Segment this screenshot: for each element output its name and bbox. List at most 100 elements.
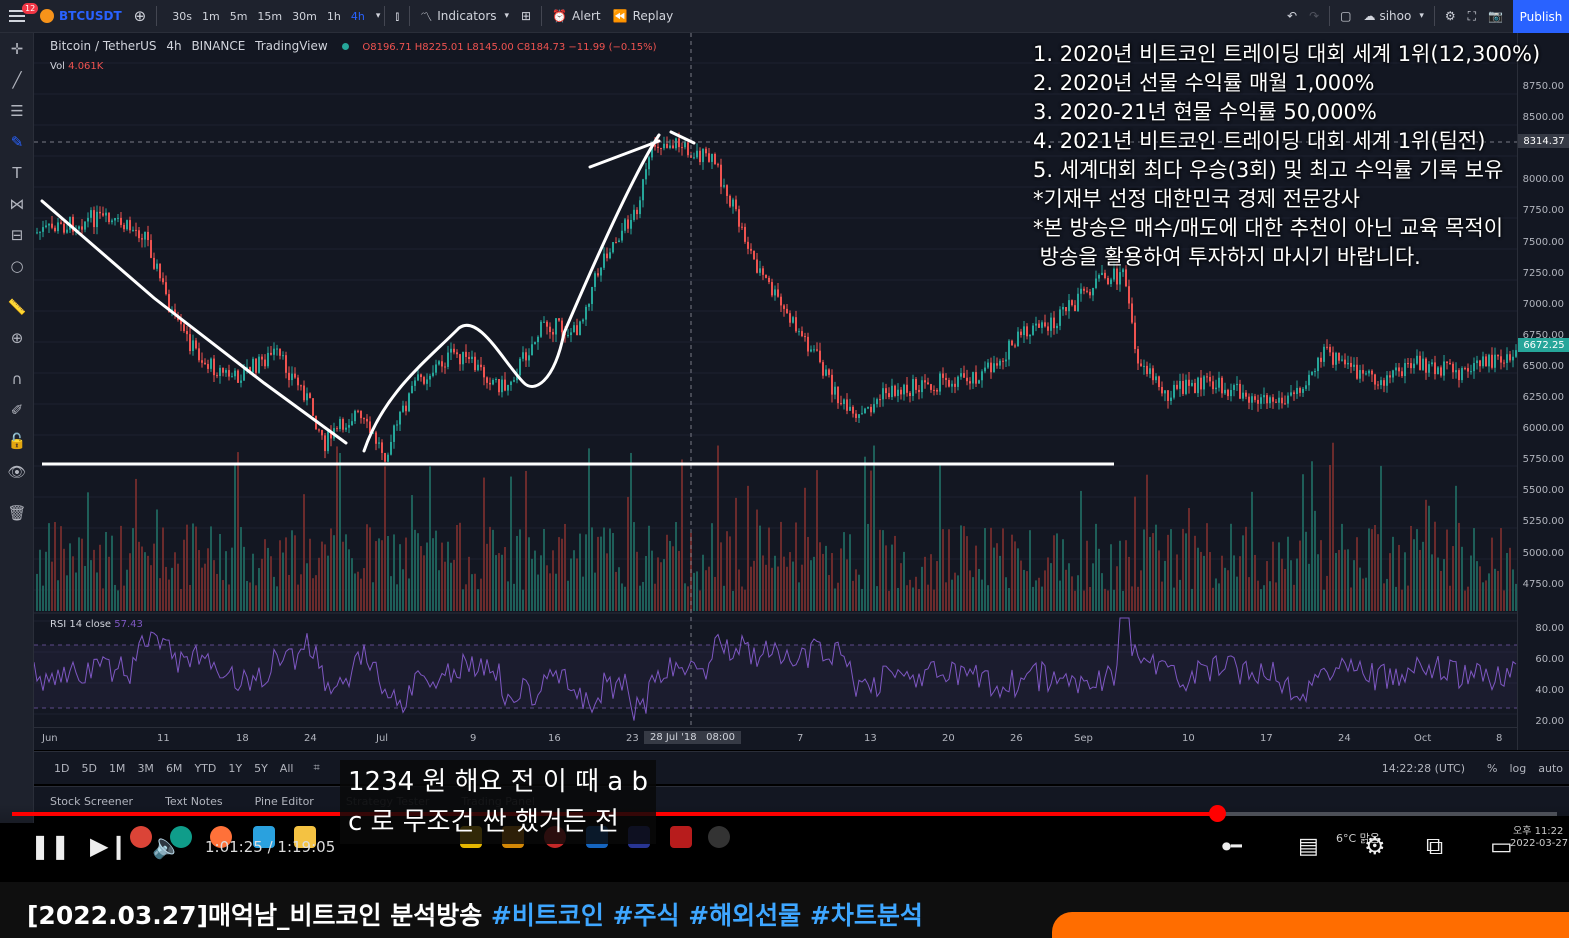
clock[interactable]: 14:22:28 (UTC) — [1381, 761, 1465, 775]
fib-tool[interactable]: ☰ — [0, 95, 34, 126]
candle-body — [852, 406, 854, 414]
interval-30m[interactable]: 30m — [292, 9, 317, 23]
candle-body — [1311, 371, 1313, 375]
publish-button[interactable]: Publish — [1513, 0, 1569, 33]
candle-body — [453, 348, 455, 353]
candle-body — [1314, 371, 1316, 373]
candle-body — [300, 385, 302, 387]
volume-bar — [1515, 583, 1517, 611]
snapshot-button[interactable]: 📷 — [1482, 0, 1509, 33]
compare-button[interactable]: ⊕ — [128, 0, 153, 33]
volume-bar — [324, 544, 326, 611]
price-scale[interactable]: 8750.00 8500.00 8000.00 7750.00 7500.00 7250.… — [1517, 33, 1569, 750]
prediction-tool[interactable]: ⊟ — [0, 219, 34, 250]
volume-bar — [327, 555, 329, 611]
magnet-tool[interactable]: ∩ — [0, 363, 34, 394]
autoplay-toggle[interactable]: ⏺━ — [1222, 836, 1242, 857]
candle-body — [282, 355, 284, 357]
volume-button[interactable]: 🔈 — [152, 832, 182, 860]
range-5d[interactable]: 5D — [81, 761, 97, 775]
hashtag[interactable]: #비트코인 — [490, 901, 613, 930]
lock-tool[interactable]: 🔓 — [0, 425, 34, 456]
range-1m[interactable]: 1M — [108, 761, 126, 775]
pattern-tool[interactable]: ⋈ — [0, 188, 34, 219]
subscribe-banner[interactable] — [1052, 912, 1569, 938]
trendline-tool[interactable]: ╱ — [0, 64, 34, 95]
user-menu[interactable]: ☁ sihoo ▾ — [1357, 0, 1429, 33]
range-ytd[interactable]: YTD — [194, 761, 217, 775]
redo-button[interactable]: ↷ — [1303, 0, 1325, 33]
theater-button[interactable]: ▭ — [1490, 832, 1513, 860]
volume-bar — [897, 587, 899, 611]
range-5y[interactable]: 5Y — [254, 761, 268, 775]
interval-4h[interactable]: 4h — [350, 9, 365, 23]
volume-bar — [612, 533, 614, 611]
range-all[interactable]: All — [279, 761, 294, 775]
candle-body — [1194, 382, 1196, 394]
interval-30s[interactable]: 30s — [172, 9, 192, 23]
fullscreen-rect-button[interactable]: ▢ — [1334, 0, 1357, 33]
range-3m[interactable]: 3M — [137, 761, 154, 775]
candle-body — [987, 362, 989, 368]
volume-bar — [1155, 524, 1157, 611]
delete-tool[interactable]: 🗑 — [0, 497, 34, 528]
candle-body — [1020, 331, 1022, 336]
range-6m[interactable]: 6M — [165, 761, 183, 775]
shape-tool[interactable]: ○ — [0, 250, 34, 281]
interval-1h[interactable]: 1h — [326, 9, 341, 23]
hashtag[interactable]: #주식 — [612, 901, 689, 930]
goto-date-icon[interactable]: ⌗ — [313, 761, 320, 774]
crosshair-tool[interactable]: ✛ — [0, 33, 34, 64]
layout-button[interactable]: ⊞ — [515, 0, 537, 33]
range-1d[interactable]: 1D — [54, 761, 70, 775]
chevron-down-icon[interactable]: ▾ — [375, 11, 381, 21]
pattern-icon: ⋈ — [9, 194, 25, 213]
candle-body — [1236, 383, 1238, 386]
chart-type-button[interactable]: ⫾ — [389, 0, 405, 33]
hashtag[interactable]: #차트분석 — [809, 901, 923, 930]
volume-bar — [264, 539, 266, 611]
interval-1m[interactable]: 1m — [201, 9, 220, 23]
interval-5m[interactable]: 5m — [229, 9, 248, 23]
settings-gear-icon[interactable]: ⚙ — [1364, 832, 1386, 860]
hashtag[interactable]: #해외선물 — [688, 901, 810, 930]
candle-body — [534, 342, 536, 345]
text-tool[interactable]: T — [0, 157, 34, 188]
replay-button[interactable]: ⏪ Replay — [607, 0, 680, 33]
range-1y[interactable]: 1Y — [228, 761, 243, 775]
symbol-search[interactable]: BTCUSDT — [34, 0, 128, 33]
time-axis[interactable]: Jun 11 18 24 Jul 9 16 23 7 13 20 26 Sep 10 17 24 Oct 8 28 … — [34, 727, 1517, 749]
measure-tool[interactable]: 📏 — [0, 291, 34, 322]
user-name: sihoo — [1379, 9, 1412, 23]
interval-15m[interactable]: 15m — [257, 9, 283, 23]
alert-button[interactable]: ⏰ Alert — [546, 0, 607, 33]
settings-button[interactable]: ⚙ — [1439, 0, 1462, 33]
log-toggle[interactable]: log — [1509, 761, 1527, 775]
fullscreen-button[interactable]: ⛶ — [1462, 0, 1482, 33]
candle-body — [1503, 362, 1505, 364]
volume-bar — [1425, 499, 1427, 611]
stay-drawing-tool[interactable]: ✐ — [0, 394, 34, 425]
volume-bar — [870, 470, 872, 611]
indicators-button[interactable]: 〽 Indicators ▾ — [414, 0, 515, 33]
menu-button[interactable]: 12 — [0, 0, 39, 33]
candle-body — [243, 368, 245, 381]
candle-body — [93, 210, 95, 228]
hide-tool[interactable]: 👁 — [0, 456, 34, 487]
time-tick: Oct — [1414, 733, 1432, 744]
miniplayer-button[interactable]: ⧉ — [1426, 832, 1444, 860]
next-button[interactable]: ▶❙ — [90, 832, 129, 860]
chart-pane[interactable] — [34, 33, 1517, 750]
pause-button[interactable]: ❚❚ — [30, 832, 71, 860]
brush-tool[interactable]: ✎ — [0, 126, 34, 157]
candle-body — [66, 229, 68, 233]
scrubber-handle[interactable] — [1209, 805, 1227, 822]
auto-toggle[interactable]: auto — [1538, 761, 1563, 775]
chart-canvas[interactable] — [34, 33, 1517, 750]
subtitles-button[interactable]: ▤ — [1298, 834, 1319, 859]
zoom-tool[interactable]: ⊕ — [0, 322, 34, 353]
percent-toggle[interactable]: % — [1487, 761, 1498, 775]
candle-body — [768, 277, 770, 283]
volume-bar — [474, 573, 476, 611]
undo-button[interactable]: ↶ — [1281, 0, 1303, 33]
